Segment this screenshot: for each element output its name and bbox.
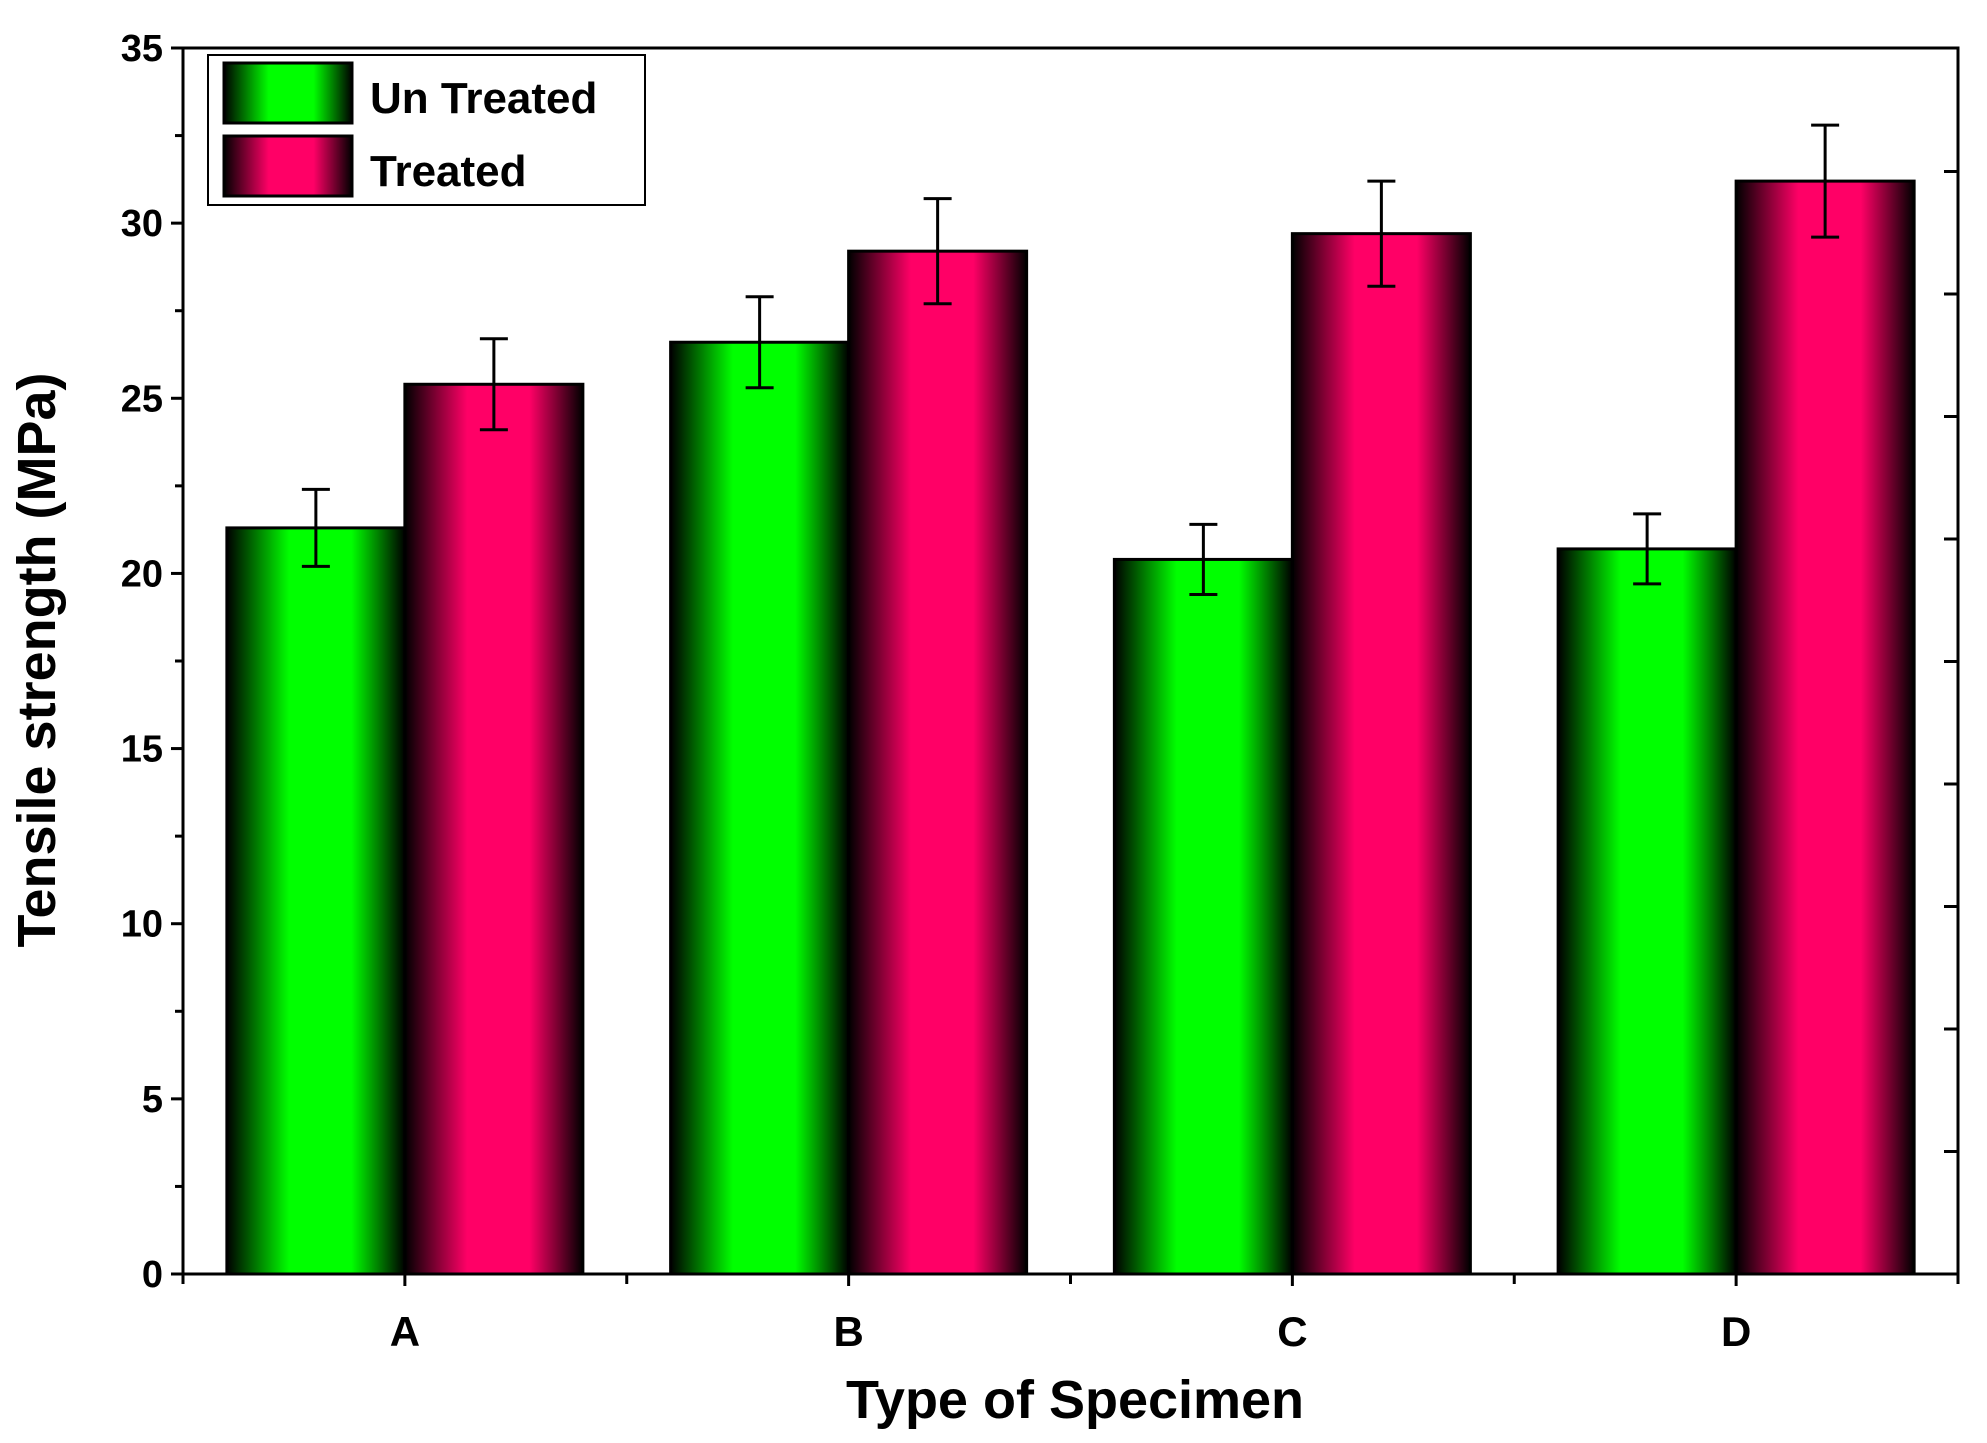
y-axis-title: Tensile strength (MPa)	[7, 372, 67, 947]
bar-c-series-1	[1290, 232, 1472, 1276]
y-tick-label-30: 30	[121, 203, 163, 245]
bar-b-series-0	[669, 340, 851, 1276]
y-tick-label-10: 10	[121, 904, 163, 946]
y-tick-label-0: 0	[142, 1254, 163, 1296]
x-axis-title: Type of Specimen	[846, 1370, 1304, 1430]
bar-d-series-0	[1556, 547, 1738, 1276]
bar-c-series-0	[1112, 557, 1294, 1276]
legend: Un Treated Treated	[207, 54, 646, 206]
y-tick-label-5: 5	[142, 1079, 163, 1121]
y-tick-label-25: 25	[121, 378, 163, 420]
x-tick-label-d: D	[1721, 1308, 1751, 1355]
x-tick-label-b: B	[833, 1308, 863, 1355]
bars-layer	[225, 179, 1916, 1276]
bar-d-series-1	[1734, 179, 1916, 1276]
error-bars-layer	[301, 123, 1840, 596]
legend-label-treated: Treated	[370, 147, 527, 196]
x-tick-label-a: A	[390, 1308, 420, 1355]
y-tick-label-15: 15	[121, 729, 163, 771]
x-tick-label-c: C	[1277, 1308, 1307, 1355]
y-tick-label-20: 20	[121, 553, 163, 595]
legend-swatch-untreated	[222, 61, 354, 125]
legend-swatch-treated	[222, 134, 354, 198]
y-tick-label-35: 35	[121, 28, 163, 70]
bar-b-series-1	[847, 249, 1029, 1276]
ticks-layer: 0 5 10 15 20 25 30 35 A B C D	[121, 28, 1960, 1355]
legend-label-untreated: Un Treated	[370, 74, 597, 123]
bar-a-series-1	[403, 382, 585, 1276]
bar-a-series-0	[225, 526, 407, 1276]
